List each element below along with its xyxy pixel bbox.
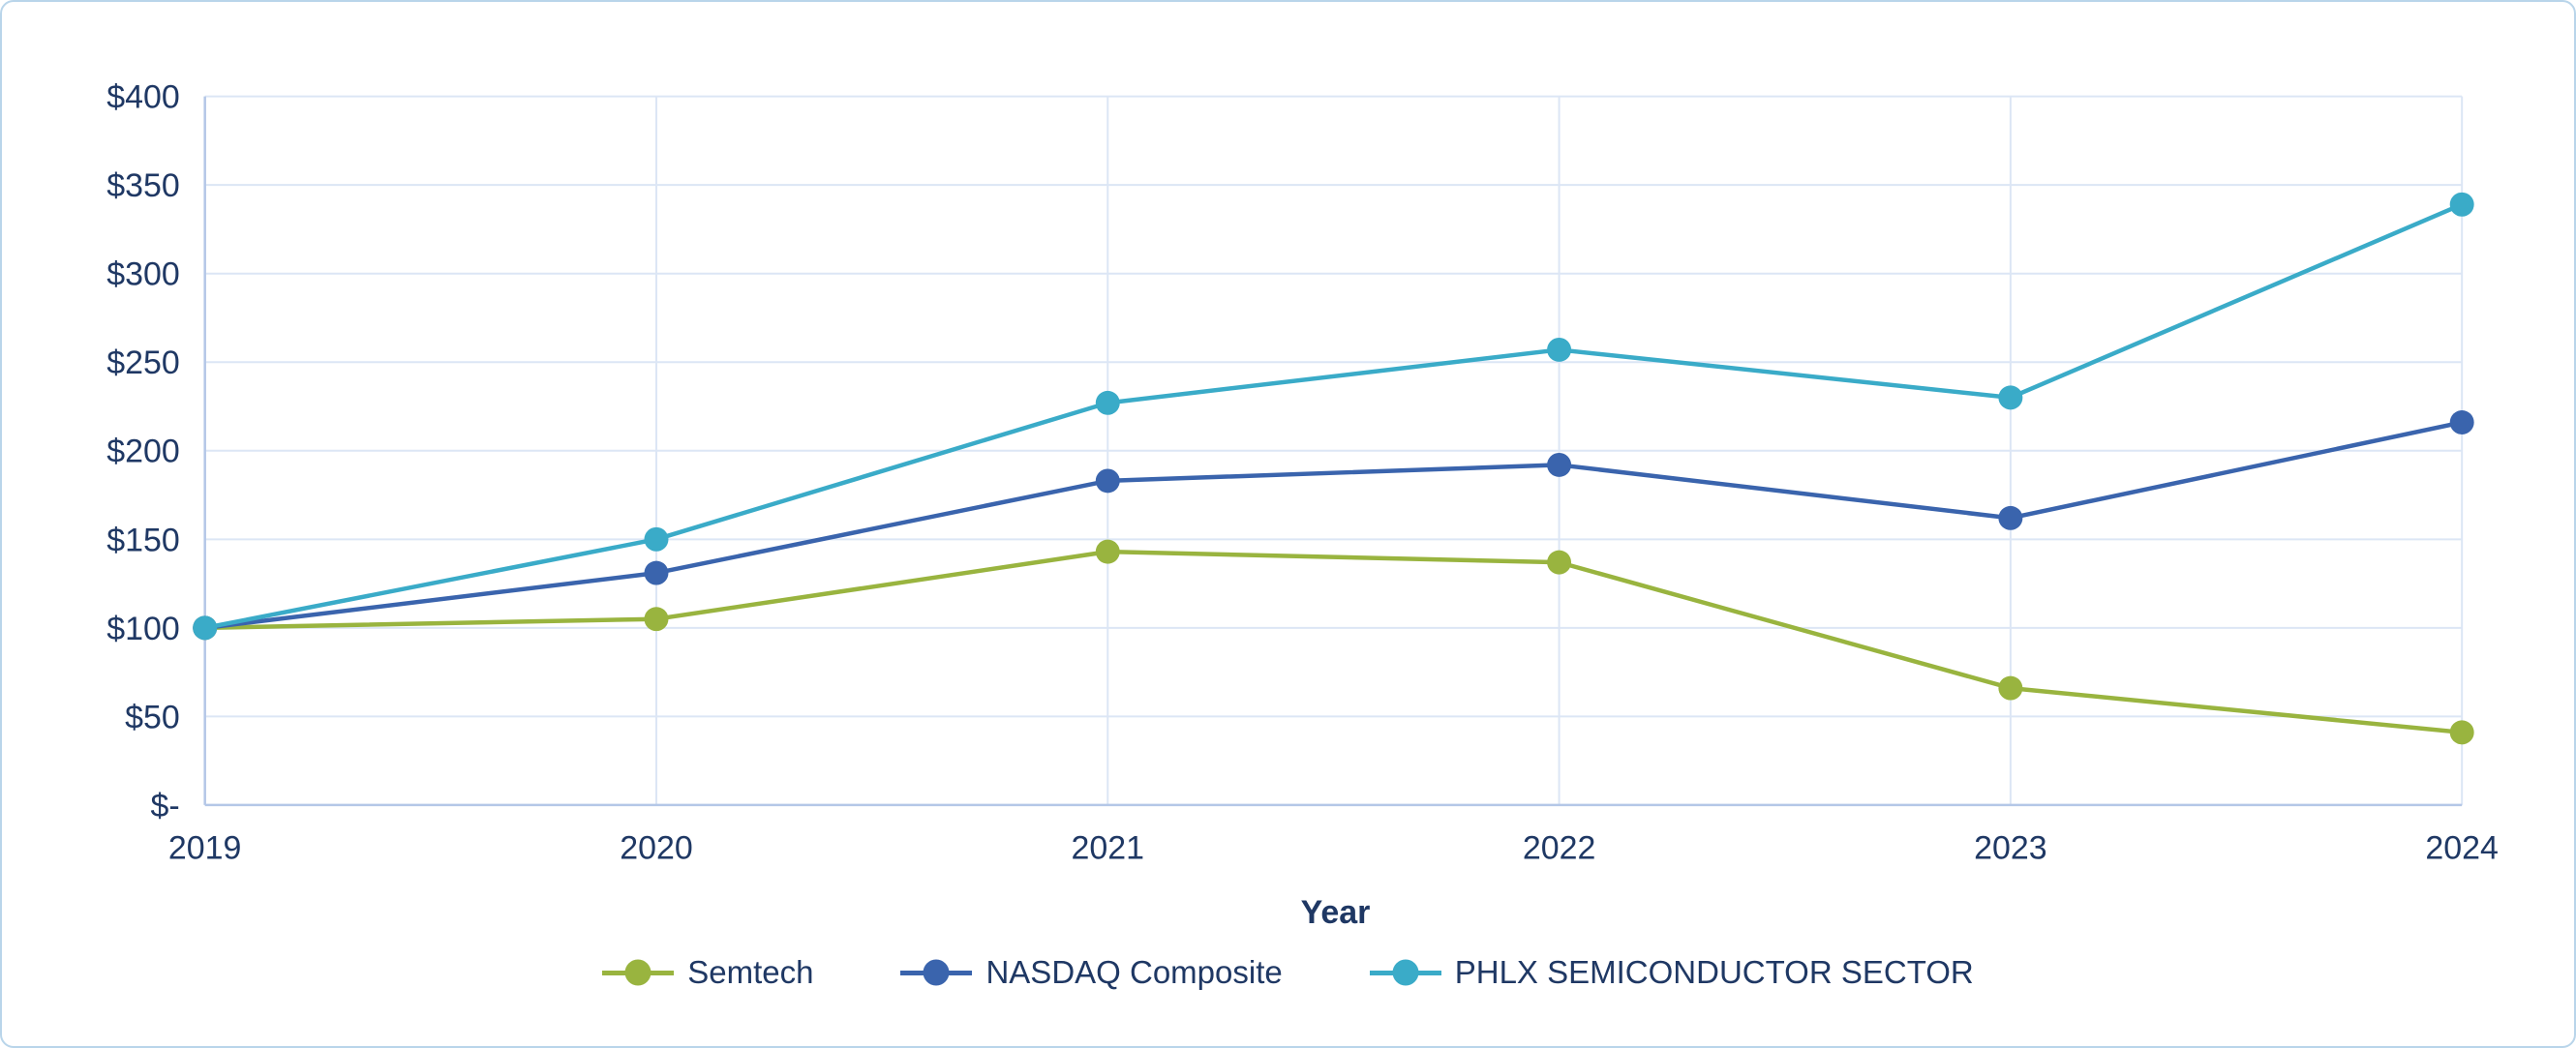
- series-line-semtech: [202, 549, 2465, 735]
- legend-marker-semtech: [602, 959, 675, 986]
- y-tick-label: $400: [106, 79, 180, 116]
- y-tick-label: $-: [151, 788, 180, 824]
- data-point-semtech: [2449, 720, 2474, 745]
- data-point-phlx-semiconductor-sector: [2449, 192, 2474, 217]
- y-tick-label: $250: [106, 344, 180, 381]
- legend-item-nasdaq-composite: NASDAQ Composite: [900, 954, 1283, 991]
- x-tick-label: 2024: [2425, 830, 2499, 867]
- legend-marker-nasdaq-composite: [900, 959, 973, 986]
- chart-legend: Semtech NASDAQ Composite PHLX SEMICONDUC…: [2, 954, 2574, 991]
- y-tick-label: $150: [106, 522, 180, 558]
- legend-label-nasdaq-composite: NASDAQ Composite: [985, 954, 1283, 990]
- legend-label-semtech: Semtech: [687, 954, 814, 990]
- y-tick-label: $300: [106, 256, 180, 293]
- data-point-nasdaq-composite: [2449, 410, 2474, 434]
- legend-item-phlx-semiconductor-sector: PHLX SEMICONDUCTOR SECTOR: [1369, 954, 1974, 991]
- data-point-nasdaq-composite: [1095, 468, 1120, 494]
- data-point-phlx-semiconductor-sector: [1998, 385, 2023, 410]
- x-tick-label: 2020: [620, 830, 693, 867]
- x-axis-title: Year: [1300, 894, 1371, 931]
- y-tick-label: $100: [106, 611, 180, 647]
- data-point-phlx-semiconductor-sector: [1547, 337, 1572, 362]
- legend-item-semtech: Semtech: [602, 954, 813, 991]
- data-point-nasdaq-composite: [1998, 505, 2023, 530]
- y-tick-label: $200: [106, 434, 180, 470]
- series-line-phlx-semiconductor-sector: [202, 202, 2465, 631]
- data-point-semtech: [1547, 550, 1572, 575]
- x-tick-label: 2021: [1072, 830, 1145, 867]
- data-point-phlx-semiconductor-sector: [193, 615, 218, 641]
- data-point-nasdaq-composite: [644, 560, 669, 585]
- data-point-semtech: [1998, 675, 2023, 701]
- data-point-nasdaq-composite: [1547, 452, 1572, 477]
- legend-dot: [923, 959, 950, 986]
- legend-marker-phlx-semiconductor-sector: [1369, 959, 1441, 986]
- data-point-phlx-semiconductor-sector: [644, 526, 669, 552]
- legend-label-phlx-semiconductor-sector: PHLX SEMICONDUCTOR SECTOR: [1454, 954, 1974, 990]
- x-tick-label: 2023: [1974, 830, 2047, 867]
- data-point-phlx-semiconductor-sector: [1095, 390, 1120, 415]
- x-tick-label: 2022: [1523, 830, 1596, 867]
- y-tick-label: $50: [125, 699, 180, 735]
- legend-dot: [624, 959, 652, 986]
- data-point-semtech: [1095, 539, 1120, 564]
- x-tick-label: 2019: [168, 830, 242, 867]
- data-point-semtech: [644, 607, 669, 632]
- legend-dot: [1392, 959, 1419, 986]
- y-tick-label: $350: [106, 167, 180, 204]
- series-line-nasdaq-composite: [202, 420, 2465, 631]
